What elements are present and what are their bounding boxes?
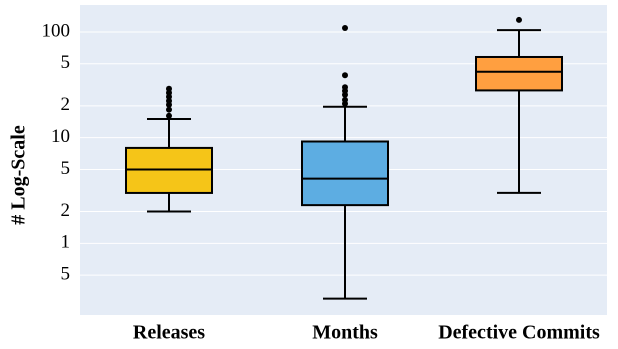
y-tick-label: 2 [61, 94, 71, 115]
y-tick-label: 1 [61, 232, 71, 253]
y-tick-label: 5 [61, 52, 71, 73]
y-tick-label: 100 [42, 20, 71, 41]
outlier [342, 96, 348, 103]
y-tick-label: 10 [51, 126, 70, 147]
outlier [516, 16, 522, 23]
outlier [342, 25, 348, 32]
y-tick-label: 5 [61, 264, 71, 285]
box [301, 140, 389, 207]
outlier [166, 112, 172, 119]
y-tick-label: 5 [61, 158, 71, 179]
outlier [166, 85, 172, 92]
outlier [166, 106, 172, 113]
box [475, 55, 563, 92]
outlier [166, 97, 172, 104]
y-axis-label: # Log-Scale [8, 125, 30, 225]
y-tick-label: 2 [61, 200, 71, 221]
outlier [342, 84, 348, 91]
x-tick-label: Releases [133, 322, 205, 344]
x-tick-label: Months [312, 322, 378, 344]
x-tick-label: Defective Commits [438, 322, 600, 344]
outlier [342, 72, 348, 79]
